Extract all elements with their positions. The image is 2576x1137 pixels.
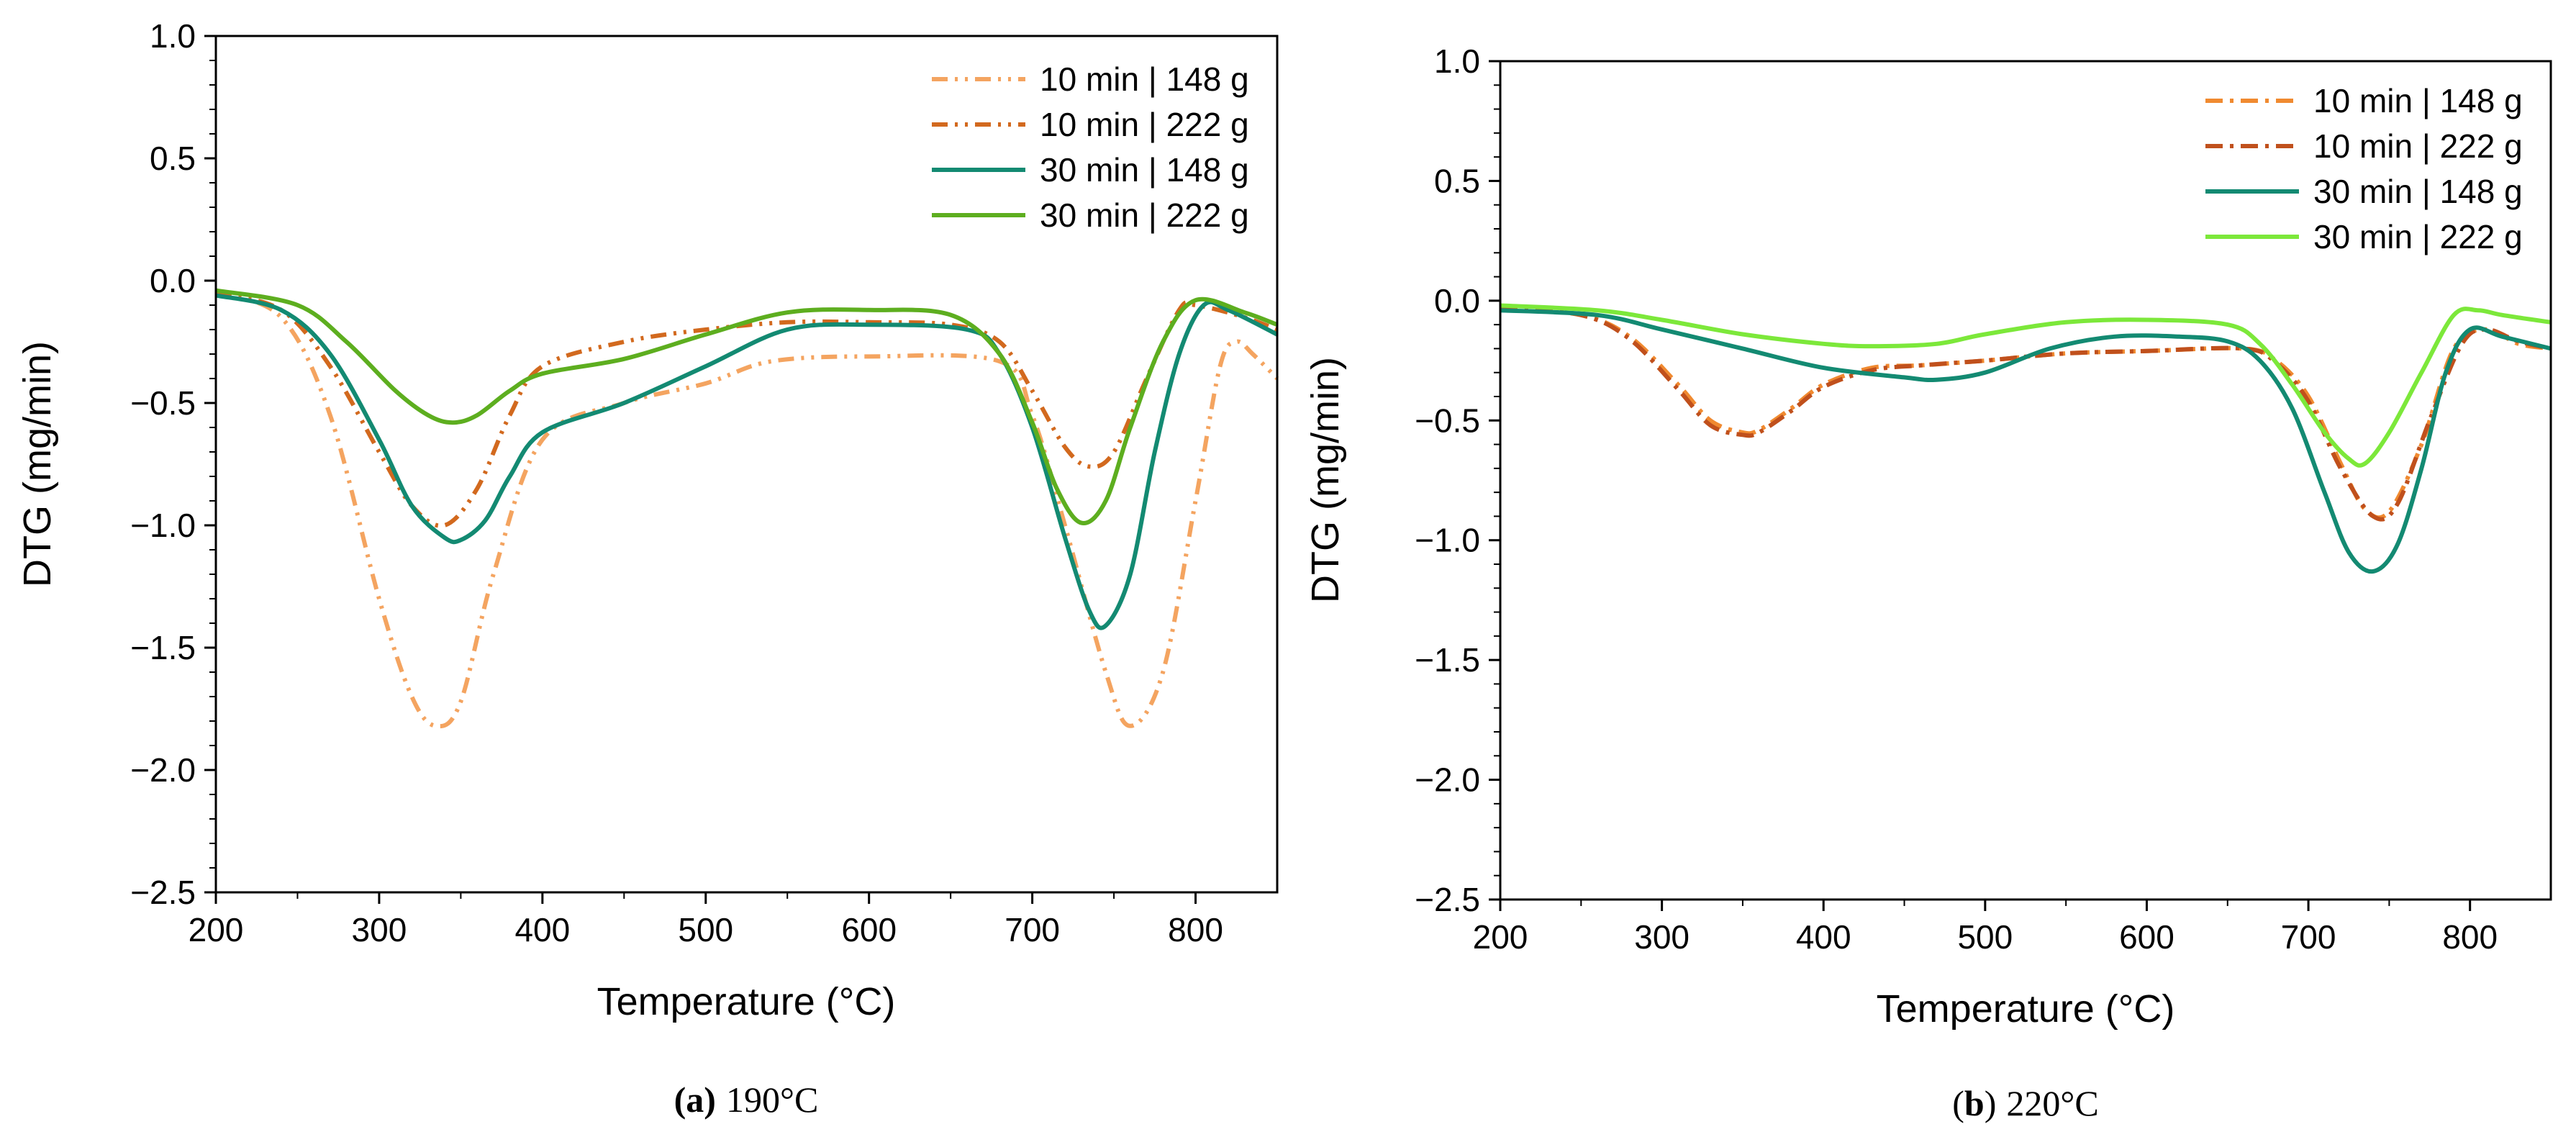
panel-a-x-tick-label: 800 [1168,911,1223,948]
panel-a-legend-label-2: 10 min | 222 g [1040,106,1249,143]
panel-a-legend: 10 min | 148 g 10 min | 222 g 30 min | 148… [932,60,1249,234]
panel-a-x-tick-label: 600 [841,911,897,948]
panel-a-x-tick-label: 200 [189,911,244,948]
panel-a: 10 min | 148 g 10 min | 222 g 30 min | 148… [16,17,1279,1120]
panel-b-x-tick-label: 200 [1473,918,1528,956]
panel-a-x-axis-label: Temperature (°C) [597,980,896,1023]
panel-a-y-tick-label: −2.5 [130,874,196,911]
panel-b-x-tick-label: 500 [1957,918,2013,956]
panel-b-legend-label-4: 30 min | 222 g [2313,218,2523,255]
panel-b-x-tick-label: 700 [2281,918,2336,956]
panel-b-y-tick-label: 1.0 [1434,42,1480,80]
panel-b-caption-title: 220°C [2006,1083,2098,1123]
panel-a-series-line-1 [214,291,1279,729]
panel-a-x-tick-label: 700 [1004,911,1060,948]
panel-b-y-tick-label: −1.0 [1415,522,1480,559]
panel-a-legend-label-3: 30 min | 148 g [1040,151,1249,189]
panel-b-y-tick-label: 0.5 [1434,162,1480,199]
panel-a-caption-title: 190°C [726,1079,818,1120]
panel-b-x-tick-label: 300 [1634,918,1690,956]
panel-b-caption-letter: b [1964,1083,1985,1123]
panel-a-series-group [214,288,1279,729]
panel-a-x-tick-label: 400 [514,911,570,948]
panel-a-y-tick-label: 0.0 [150,262,196,299]
panel-a-y-tick-label: −1.5 [130,629,196,666]
panel-a-y-tick-label: 0.5 [150,140,196,177]
panel-a-y-tick-label: −1.0 [130,507,196,544]
panel-b-legend-label-3: 30 min | 148 g [2313,173,2523,210]
panel-a-y-tick-label: 1.0 [150,17,196,55]
panel-b-legend: 10 min | 148 g 10 min | 222 g 30 min | 148… [2205,82,2523,255]
panel-b-series-group [1500,303,2552,574]
panel-b-y-tick-label: −2.5 [1415,881,1480,918]
panel-a-y-tick-label: −2.0 [130,751,196,789]
panel-b-x-tick-label: 600 [2119,918,2174,956]
panel-b-y-tick-label: 0.0 [1434,282,1480,320]
panel-b-legend-label-1: 10 min | 148 g [2313,82,2523,119]
panel-a-y-axis-label: DTG (mg/min) [16,341,59,587]
panel-a-legend-label-1: 10 min | 148 g [1040,60,1249,98]
panel-a-ticks: 200 300 400 500 600 700 800 −2.5 −2.0 −1.5 −1.0 −0.… [130,17,1223,948]
panel-b-y-axis-label: DTG (mg/min) [1304,357,1347,603]
panel-b: 10 min | 148 g 10 min | 222 g 30 min | 148… [1304,42,2552,1123]
panel-b-series-line-3 [1500,308,2552,574]
panel-b-caption-open: ( [1952,1083,1964,1123]
panel-b-y-tick-label: −2.0 [1415,761,1480,799]
panel-a-y-tick-label: −0.5 [130,384,196,422]
panel-a-plot-frame [214,35,1279,894]
panel-b-y-tick-label: −0.5 [1415,402,1480,439]
panel-a-series-line-3 [215,293,1279,630]
panel-b-ticks: 200 300 400 500 600 700 800 −2.5 −2.0 −1.5 −1.0 −0.… [1415,42,2498,956]
panel-b-legend-label-2: 10 min | 222 g [2313,127,2523,165]
panel-b-series-line-2 [1500,305,2552,522]
panel-a-legend-label-4: 30 min | 222 g [1040,196,1249,234]
panel-a-caption: (a) 190°C [674,1079,819,1120]
panel-b-caption-close: ) [1985,1083,1997,1123]
panel-b-caption: (b) 220°C [1952,1083,2098,1123]
panel-b-x-axis-label: Temperature (°C) [1877,987,2175,1030]
panel-b-series-line-4 [1500,303,2552,468]
panel-b-series-line-1 [1500,305,2552,520]
panel-a-x-tick-label: 300 [352,911,407,948]
panel-b-x-tick-label: 400 [1796,918,1851,956]
panel-a-x-tick-label: 500 [678,911,733,948]
panel-b-plot-frame [1499,60,2552,901]
panel-a-series-line-2 [215,291,1279,528]
panel-b-x-tick-label: 800 [2442,918,2498,956]
panel-a-series-line-4 [215,288,1279,525]
panel-a-caption-label: (a) [674,1079,716,1120]
panel-b-y-tick-label: −1.5 [1415,641,1480,679]
